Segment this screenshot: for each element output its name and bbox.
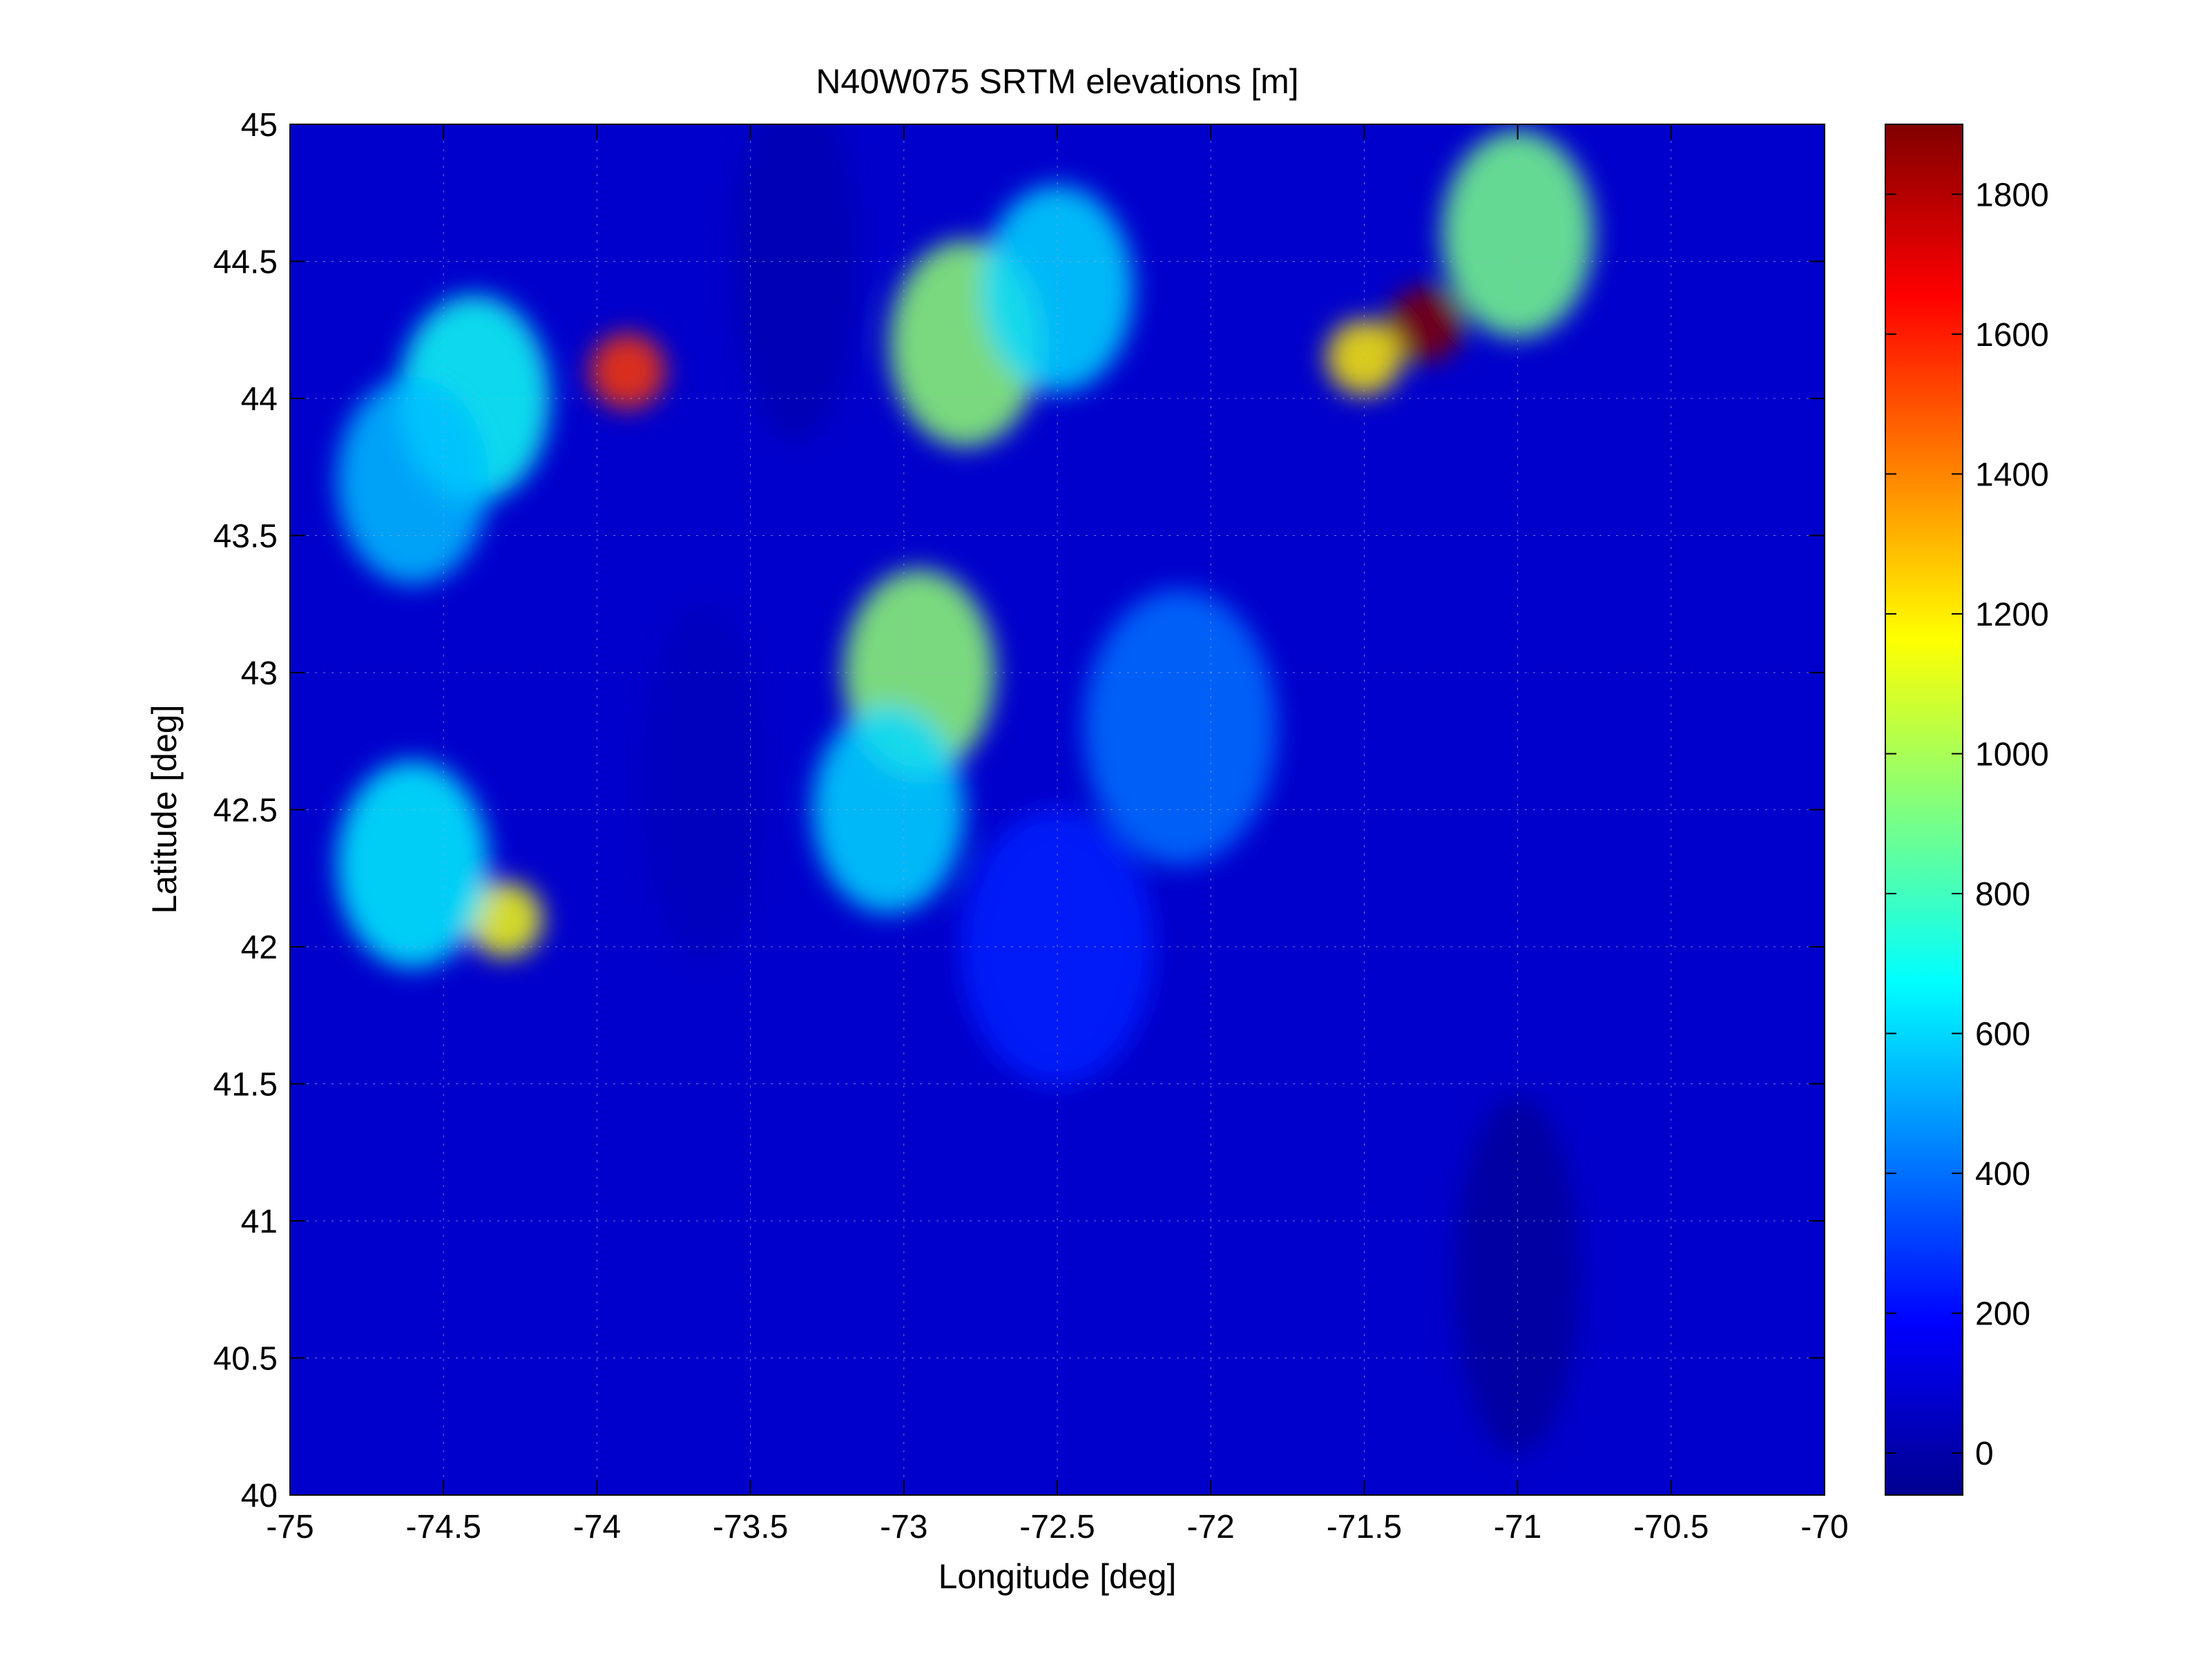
colorbar-tick-label: 0 [1975,1436,1994,1472]
x-axis-label: Longitude [deg] [939,1557,1177,1596]
colorbar-tick-label: 600 [1975,1016,2030,1053]
x-tick-label: -74 [573,1509,621,1545]
y-tick-label: 40 [241,1478,278,1514]
y-tick-label: 43.5 [213,519,278,555]
x-tick-label: -70.5 [1633,1509,1709,1545]
x-tick-label: -71.5 [1327,1509,1402,1545]
colorbar-tick-label: 1200 [1975,597,2049,633]
heatmap-feature [1387,286,1464,363]
y-axis: 40 40.5 41 41.5 42 42.5 43 43.5 44 44.5 45 [213,107,1825,1514]
y-tick-label: 41 [241,1204,278,1240]
x-tick-label: -72 [1187,1509,1235,1545]
heatmap-feature [589,333,666,409]
y-tick-label: 40.5 [213,1341,278,1378]
heatmap-feature [467,881,544,958]
colorbar-gradient [1885,124,1963,1496]
y-tick-label: 45 [241,107,278,144]
heatmap-feature [336,377,489,585]
plot-area [290,124,1825,1495]
y-tick-label: 41.5 [213,1067,278,1103]
heatmap-feature [336,760,489,968]
y-tick-label: 42.5 [213,793,278,829]
colorbar-tick-label: 400 [1975,1156,2030,1193]
colorbar-ticks: 0 200 400 600 800 1000 1200 1400 1600 1800 [1885,177,2049,1472]
heatmap-feature [981,185,1133,393]
colorbar-tick-label: 1400 [1975,456,2049,493]
y-tick-label: 44 [241,381,278,418]
x-tick-label: -72.5 [1019,1509,1095,1545]
heatmap-feature [734,124,859,441]
x-tick-label: -74.5 [405,1509,481,1545]
heatmap-feature [1083,589,1277,866]
colorbar-tick-label: 1000 [1975,736,2049,773]
x-tick-label: -71 [1494,1509,1541,1545]
colorbar-tick-label: 1600 [1975,317,2049,354]
y-tick-label: 44.5 [213,244,278,281]
colorbar-tick-label: 800 [1975,876,2030,913]
colorbar-tick-label: 200 [1975,1296,2030,1333]
x-tick-label: -73 [880,1509,927,1545]
colorbar: 0 200 400 600 800 1000 1200 1400 1600 1800 [1885,124,2049,1496]
x-axis: -75 -74.5 -74 -73.5 -73 -72.5 -72 -71.5 -71 -70.5… [266,124,1849,1545]
heatmap-elevation-field [336,124,1594,1456]
heatmap-feature [1455,1096,1580,1456]
x-tick-label: -73.5 [713,1509,788,1545]
x-tick-label: -75 [266,1509,314,1545]
x-tick-label: -70 [1800,1509,1848,1545]
chart-title: N40W075 SRTM elevations [m] [816,62,1298,101]
y-axis-label: Latitude [deg] [145,704,184,914]
y-tick-label: 42 [241,929,278,966]
heatmap-feature [642,602,767,962]
y-tick-label: 43 [241,655,278,692]
colorbar-tick-label: 1800 [1975,177,2049,213]
